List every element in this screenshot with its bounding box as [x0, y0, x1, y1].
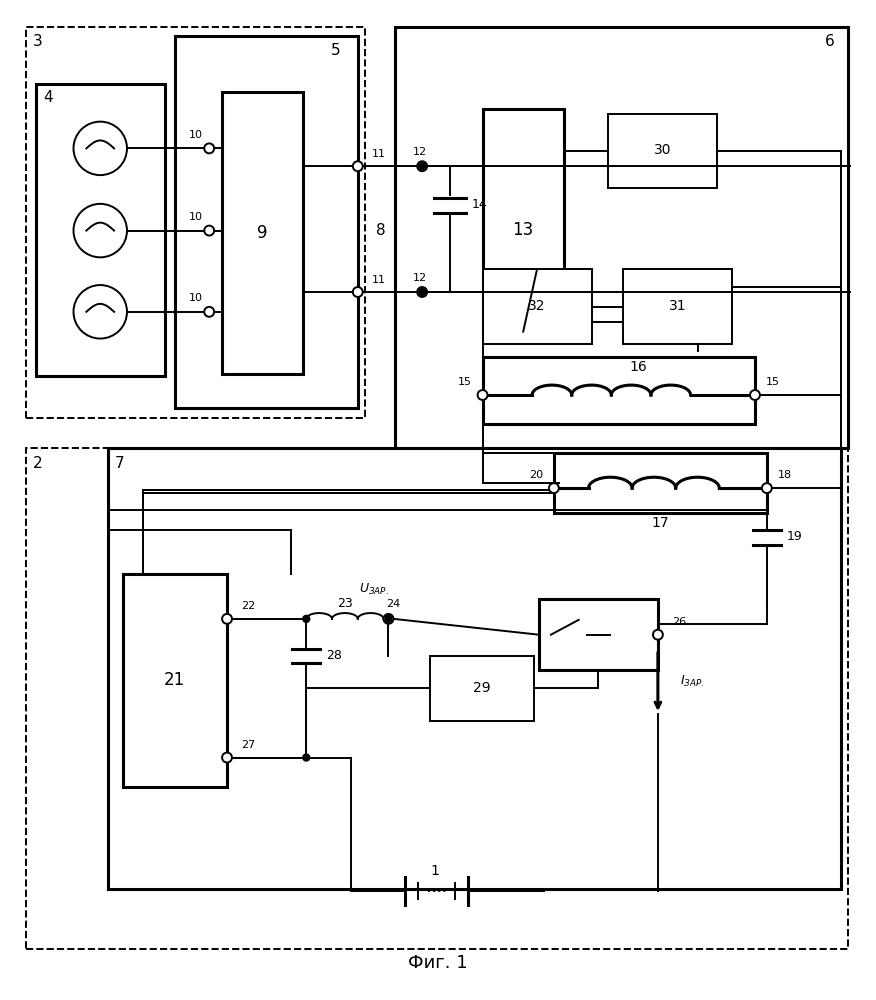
- Text: 12: 12: [413, 147, 427, 157]
- Text: 17: 17: [651, 516, 668, 530]
- Text: 32: 32: [528, 299, 546, 313]
- Text: 15: 15: [458, 377, 472, 387]
- Text: 10: 10: [189, 293, 203, 303]
- Circle shape: [417, 161, 427, 171]
- Circle shape: [750, 390, 759, 400]
- Circle shape: [204, 307, 214, 317]
- Text: 8: 8: [376, 223, 385, 238]
- Text: 14: 14: [471, 198, 487, 211]
- Text: 6: 6: [825, 34, 835, 49]
- Circle shape: [204, 143, 214, 153]
- Text: 21: 21: [164, 671, 185, 689]
- Circle shape: [419, 163, 426, 170]
- Text: 30: 30: [654, 143, 672, 157]
- Text: 4: 4: [43, 90, 53, 105]
- Circle shape: [385, 615, 392, 622]
- Circle shape: [419, 289, 426, 295]
- Bar: [430, 656, 534, 721]
- Bar: [26, 27, 364, 418]
- Bar: [36, 84, 165, 376]
- Bar: [483, 269, 591, 344]
- Bar: [554, 453, 766, 513]
- Circle shape: [353, 287, 363, 297]
- Text: 26: 26: [672, 617, 686, 627]
- Circle shape: [549, 483, 559, 493]
- Circle shape: [417, 287, 427, 297]
- Bar: [608, 114, 717, 188]
- Circle shape: [74, 285, 127, 339]
- Text: 9: 9: [258, 224, 268, 242]
- Text: 3: 3: [33, 34, 43, 49]
- Text: 19: 19: [787, 530, 802, 543]
- Text: 22: 22: [241, 601, 255, 611]
- Bar: [483, 357, 755, 424]
- Text: 10: 10: [189, 212, 203, 222]
- Circle shape: [477, 390, 488, 400]
- Text: 23: 23: [337, 597, 353, 610]
- Bar: [123, 574, 227, 787]
- Text: 12: 12: [413, 273, 427, 283]
- Text: 2: 2: [33, 456, 43, 471]
- Circle shape: [384, 614, 393, 624]
- Text: 7: 7: [116, 456, 125, 471]
- Text: 15: 15: [766, 377, 780, 387]
- Text: 11: 11: [371, 149, 385, 159]
- Text: 11: 11: [371, 275, 385, 285]
- Text: 1: 1: [431, 864, 440, 878]
- Circle shape: [653, 630, 663, 640]
- Circle shape: [303, 754, 310, 761]
- Bar: [395, 27, 848, 448]
- Circle shape: [223, 753, 232, 762]
- Text: 16: 16: [629, 360, 647, 374]
- Text: 10: 10: [189, 130, 203, 140]
- Text: 13: 13: [512, 221, 533, 239]
- Circle shape: [303, 615, 310, 622]
- Bar: [26, 448, 848, 949]
- Circle shape: [74, 122, 127, 175]
- Text: 29: 29: [473, 681, 491, 695]
- Text: 24: 24: [386, 599, 400, 609]
- Circle shape: [74, 204, 127, 257]
- Bar: [174, 36, 357, 408]
- Text: $U_{ЗАР.}$: $U_{ЗАР.}$: [359, 582, 388, 597]
- Text: $I_{ЗАР.}$: $I_{ЗАР.}$: [680, 674, 704, 689]
- Bar: [539, 599, 658, 670]
- Text: 27: 27: [241, 740, 255, 750]
- Circle shape: [353, 161, 363, 171]
- Text: 5: 5: [331, 43, 341, 58]
- Bar: [223, 92, 303, 374]
- Bar: [623, 269, 732, 344]
- Bar: [483, 109, 564, 332]
- Text: 31: 31: [669, 299, 687, 313]
- Bar: [108, 448, 841, 889]
- Text: 20: 20: [529, 470, 543, 480]
- Text: 28: 28: [326, 649, 342, 662]
- Circle shape: [204, 226, 214, 236]
- Text: Фиг. 1: Фиг. 1: [408, 954, 468, 972]
- Circle shape: [762, 483, 772, 493]
- Circle shape: [223, 614, 232, 624]
- Text: 18: 18: [778, 470, 792, 480]
